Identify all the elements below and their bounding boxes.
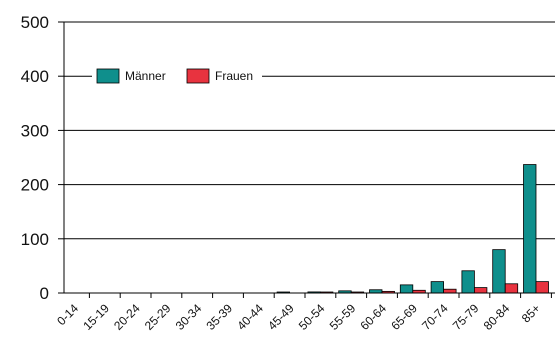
y-axis-ticks: 0 100 200 300 400 500 (21, 13, 64, 303)
y-tick-label: 300 (21, 121, 49, 140)
bar-frauen (473, 287, 488, 294)
x-tick-label: 70-74 (419, 301, 451, 333)
bar-maenner (523, 164, 537, 294)
x-tick-label: 65-69 (388, 301, 420, 333)
bar-frauen (443, 288, 457, 294)
bar-frauen (504, 283, 519, 294)
x-tick-label: 60-64 (358, 301, 390, 333)
axes (63, 22, 555, 294)
legend-label-maenner: Männer (125, 69, 166, 83)
x-tick-label: 50-54 (296, 301, 328, 333)
x-tick-label: 35-39 (204, 301, 236, 333)
y-tick-label: 100 (21, 230, 49, 249)
bars (276, 164, 549, 294)
legend-swatch-frauen (186, 68, 210, 84)
y-tick-label: 0 (40, 284, 49, 303)
y-tick-label: 400 (21, 67, 49, 86)
x-tick-label: 55-59 (327, 301, 359, 333)
x-tick-label: 85+ (519, 301, 543, 325)
x-tick-label: 20-24 (111, 301, 143, 333)
legend: Männer Frauen (96, 68, 253, 84)
x-tick-label: 45-49 (265, 301, 297, 333)
x-tick-label: 80-84 (481, 301, 513, 333)
x-tick-label: 15-19 (80, 301, 112, 333)
y-tick-label: 500 (21, 13, 49, 32)
bar-maenner (399, 284, 414, 294)
bar-frauen (535, 281, 549, 294)
x-tick-label: 0-14 (54, 301, 81, 328)
y-tick-label: 200 (21, 176, 49, 195)
bar-maenner (492, 249, 506, 294)
x-tick-label: 25-29 (142, 301, 174, 333)
bar-maenner (430, 281, 445, 294)
legend-swatch-maenner (96, 68, 120, 84)
bar-maenner (461, 270, 475, 294)
x-tick-label: 75-79 (450, 301, 482, 333)
x-axis-ticks: 0-14 15-19 20-24 25-29 30-34 35-39 40-44 45-49 5… (54, 293, 552, 333)
x-tick-label: 30-34 (173, 301, 205, 333)
legend-label-frauen: Frauen (215, 69, 253, 83)
gridlines (64, 21, 555, 240)
x-tick-label: 40-44 (234, 301, 266, 333)
